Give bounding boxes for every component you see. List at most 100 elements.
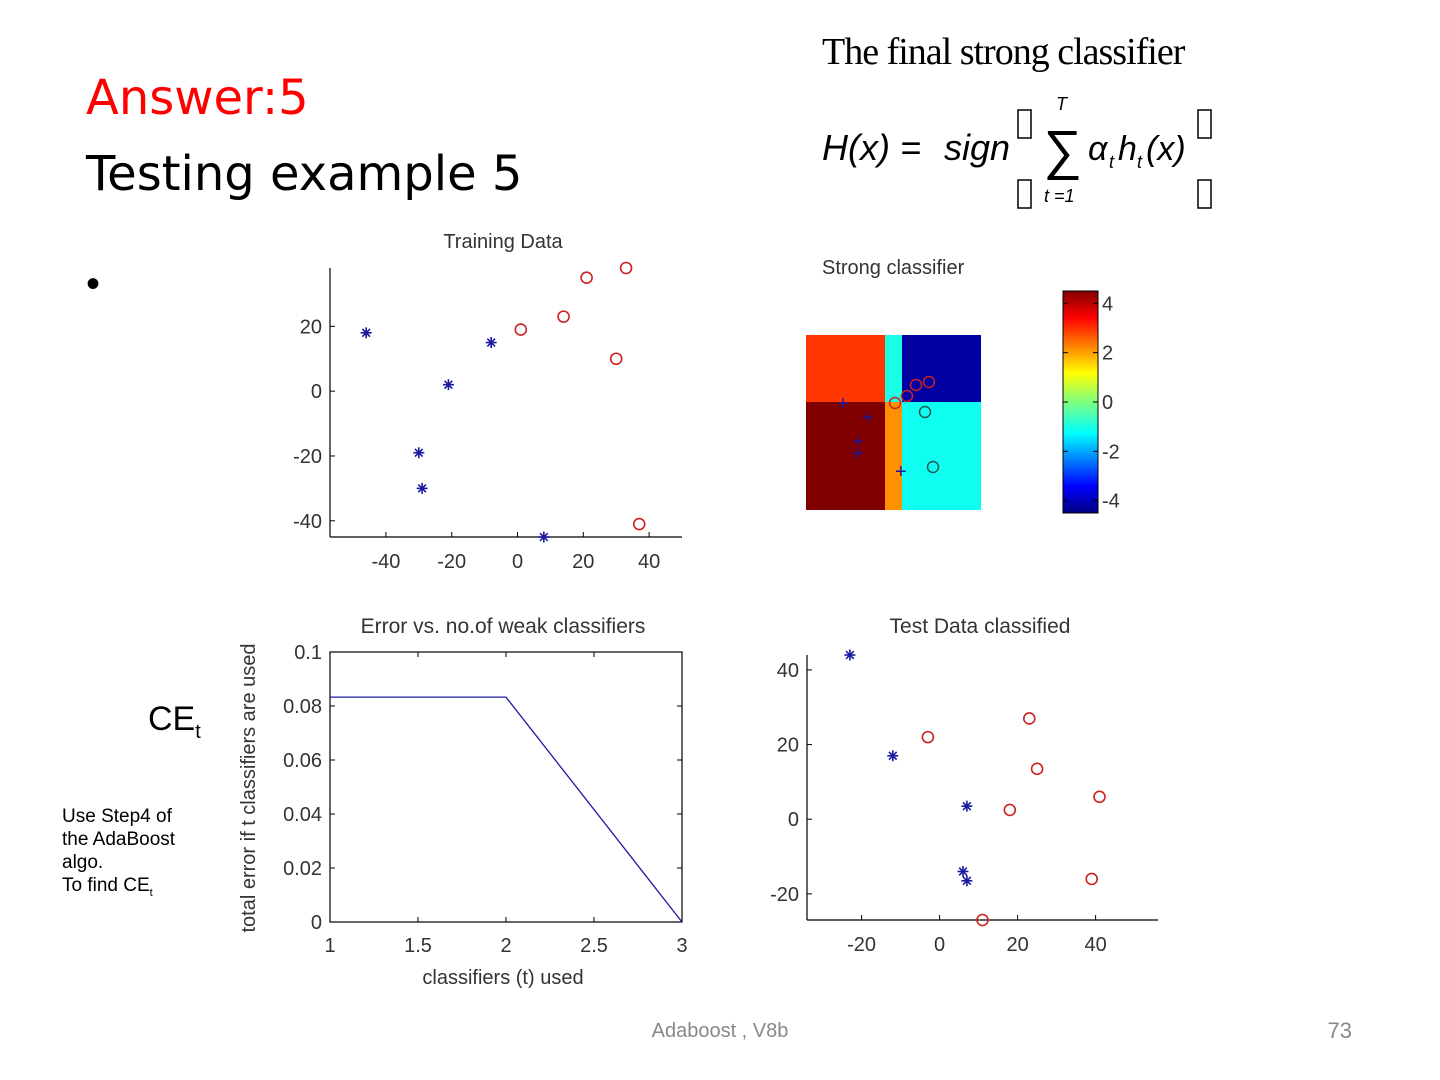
- point-plus: +: [895, 461, 907, 483]
- y-tick-label: 0.02: [283, 858, 322, 880]
- point-asterisk: [961, 800, 973, 812]
- point-circle: [909, 378, 923, 392]
- x-tick-label: 40: [638, 551, 660, 573]
- y-axis-ticks: 20 0 -20 -40: [293, 316, 335, 533]
- point-circle: [1085, 872, 1098, 886]
- point-circle: [1003, 803, 1017, 817]
- bracket-bottom-right: [1197, 179, 1212, 209]
- x-tick-label: -20: [437, 551, 466, 573]
- point-plus: +: [862, 407, 874, 429]
- ce-label-sub: t: [195, 720, 201, 743]
- ce-label-main: CE: [148, 700, 196, 738]
- slide-subtitle: Testing example 5: [86, 146, 523, 202]
- x-tick-label: -20: [847, 934, 876, 956]
- note-line4-sub: t: [149, 886, 153, 899]
- y-axis-label: total error if t classifiers are used: [238, 644, 260, 933]
- bullet-point: •: [86, 262, 101, 306]
- note-line: To find CEt: [62, 874, 175, 905]
- point-asterisk: [413, 447, 425, 459]
- note-text: Use Step4 of the AdaBoost algo. To find …: [62, 805, 175, 905]
- point-circle: [514, 323, 528, 336]
- chart-title: Strong classifier: [822, 257, 965, 279]
- page-number: 73: [1327, 1018, 1352, 1043]
- x-tick-label: 20: [1006, 934, 1028, 956]
- point-circle: [1023, 712, 1036, 725]
- point-circle: [900, 389, 914, 403]
- sum-lower-limit: t =1: [1044, 186, 1075, 206]
- point-circle: [557, 310, 570, 323]
- y-tick-label: 0.04: [283, 804, 322, 826]
- formula-h: h: [1118, 130, 1137, 168]
- y-tick-label: 0: [311, 381, 322, 403]
- bracket-top-right: [1197, 109, 1212, 139]
- point-circle: [921, 730, 935, 744]
- heatmap-regions: [806, 335, 981, 510]
- formula-sign: sign: [944, 127, 1010, 168]
- y-tick-label: -20: [293, 446, 322, 468]
- x-tick-label: 20: [572, 551, 594, 573]
- x-tick-label: 2: [500, 935, 511, 957]
- point-plus: +: [852, 443, 864, 465]
- formula-x: (x): [1146, 130, 1186, 168]
- bracket-top-left: [1017, 109, 1032, 139]
- x-axis-ticks: 1 1.5 2 2.5 3: [324, 652, 688, 957]
- point-circle: [609, 352, 623, 366]
- sum-upper-limit: T: [1056, 96, 1069, 114]
- colorbar-ticks: 4 2 0 -2 -4: [1063, 293, 1120, 513]
- point-asterisk: [844, 649, 856, 661]
- colorbar-tick-label: -2: [1102, 441, 1120, 463]
- point-asterisk: [360, 327, 372, 339]
- chart-title: Error vs. no.of weak classifiers: [361, 615, 646, 638]
- point-circle: [1093, 790, 1106, 804]
- colorbar-tick-label: 0: [1102, 392, 1113, 414]
- colorbar-tick-label: 2: [1102, 343, 1113, 365]
- formula-alpha-sub: t: [1109, 152, 1115, 172]
- x-tick-label: 1: [324, 935, 335, 957]
- x-tick-label: 1.5: [404, 935, 432, 957]
- error-line: [330, 696, 683, 923]
- y-tick-label: 0.1: [294, 642, 322, 664]
- y-axis-ticks: 40 20 0 -20: [770, 660, 812, 906]
- heatmap-cell-bottom-middle: [885, 402, 902, 510]
- colorbar-tick-label: -4: [1102, 491, 1120, 513]
- heatmap-cell-bottom-right: [902, 402, 981, 510]
- heatmap-cell-top-left: [806, 335, 885, 402]
- y-tick-label: 20: [300, 316, 322, 338]
- y-tick-label: 0.08: [283, 696, 322, 718]
- ce-label: CEt: [148, 700, 201, 744]
- x-axis-ticks: -20 0 20 40: [847, 915, 1107, 956]
- x-tick-label: -40: [371, 551, 400, 573]
- point-circle: [926, 460, 940, 474]
- point-asterisk: [485, 337, 497, 349]
- y-tick-label: 0: [311, 912, 322, 934]
- colorbar-tick-label: 4: [1102, 293, 1113, 315]
- formula-lhs: H(x) =: [822, 127, 921, 168]
- sum-symbol: ∑: [1042, 120, 1081, 180]
- note-line: Use Step4 of: [62, 806, 172, 827]
- point-plus: +: [837, 393, 849, 415]
- y-tick-label: -20: [770, 884, 799, 906]
- formula-h-sub: t: [1137, 152, 1143, 172]
- formula-title: The final strong classifier: [822, 31, 1185, 73]
- point-plus: +: [852, 431, 864, 453]
- y-tick-label: -40: [293, 511, 322, 533]
- y-tick-label: 0.06: [283, 750, 322, 772]
- data-points: [360, 261, 646, 543]
- data-points: [844, 649, 1106, 927]
- note-line: the AdaBoost: [62, 829, 176, 850]
- point-circle: [888, 396, 902, 410]
- y-tick-label: 0: [788, 809, 799, 831]
- point-asterisk: [887, 750, 899, 762]
- point-circle: [918, 405, 932, 419]
- point-circle: [632, 517, 646, 531]
- point-asterisk: [538, 531, 550, 543]
- point-circle: [976, 913, 989, 927]
- y-tick-label: 20: [777, 735, 799, 757]
- strong-classifier-formula: H(x) = sign T ∑ t =1 α t h t (x): [822, 96, 1212, 209]
- x-axis-label: classifiers (t) used: [422, 967, 583, 989]
- footer-text: Adaboost , V8b: [651, 1020, 789, 1042]
